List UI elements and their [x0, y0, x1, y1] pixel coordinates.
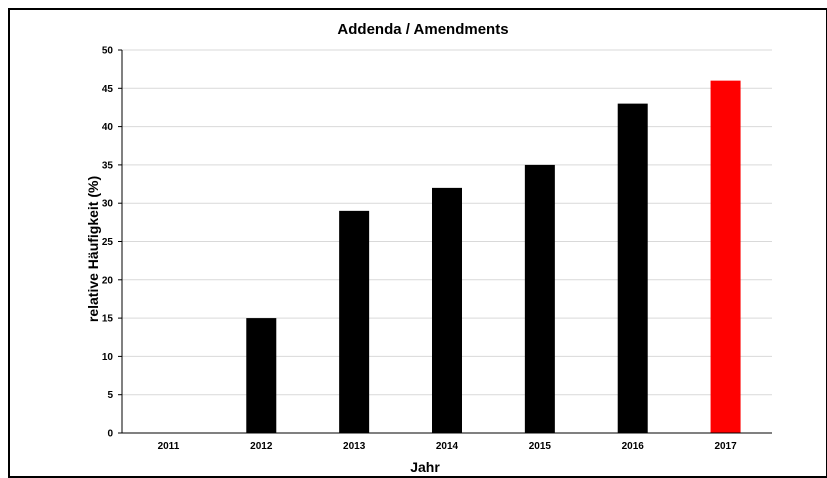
- x-tick-label: 2011: [158, 441, 180, 452]
- y-tick-label: 25: [102, 237, 114, 248]
- bar-2014: [432, 187, 462, 433]
- chart-title: Addenda / Amendments: [337, 21, 508, 38]
- y-tick-label: 5: [107, 390, 113, 401]
- x-tick-label: 2015: [529, 441, 552, 452]
- chart-frame: Addenda / Amendments 0 5 10 15 20 25 30 35 40 45 5…: [8, 8, 827, 478]
- y-axis-label: relative Häufigkeit (%): [85, 176, 101, 322]
- y-tick-label: 35: [102, 160, 114, 171]
- y-tick-label: 45: [102, 84, 114, 95]
- bar-2017: [710, 80, 741, 433]
- x-tick-label: 2012: [250, 441, 273, 452]
- x-axis-label: Jahr: [410, 459, 440, 475]
- y-tick-label: 30: [102, 199, 114, 210]
- bar-2015: [524, 164, 555, 433]
- x-axis-ticks: 2011 2012 2013 2014 2015 2016 2017: [158, 441, 738, 452]
- bar-2016: [617, 103, 648, 434]
- y-tick-label: 10: [102, 352, 114, 363]
- y-tick-label: 50: [102, 46, 114, 57]
- y-tick-label: 20: [102, 275, 114, 286]
- y-tick-label: 15: [102, 314, 114, 325]
- bars: [246, 80, 741, 434]
- bar-chart: Addenda / Amendments 0 5 10 15 20 25 30 35 40 45 5…: [85, 21, 772, 475]
- x-tick-label: 2014: [436, 441, 459, 452]
- bar-2013: [339, 210, 370, 433]
- y-tick-label: 0: [107, 429, 113, 440]
- x-tick-label: 2016: [622, 441, 645, 452]
- y-tick-label: 40: [102, 122, 114, 133]
- x-tick-label: 2017: [714, 441, 737, 452]
- x-tick-label: 2013: [343, 441, 366, 452]
- bar-2012: [246, 318, 277, 433]
- y-axis-ticks: 0 5 10 15 20 25 30 35 40 45 50: [102, 46, 122, 440]
